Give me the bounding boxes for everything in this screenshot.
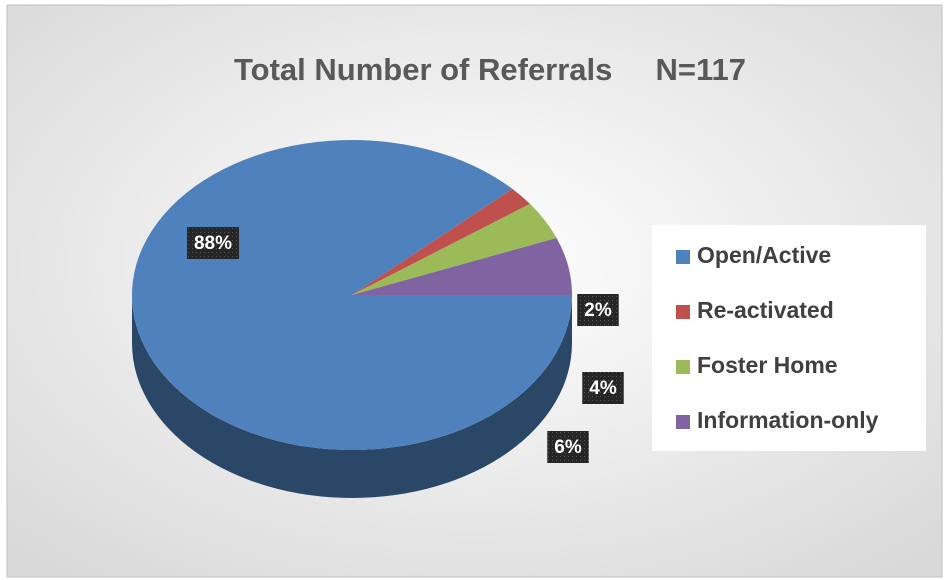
legend-label: Foster Home xyxy=(697,352,838,378)
data-label-box xyxy=(547,431,589,463)
legend-swatch xyxy=(676,360,690,374)
data-label: 88% xyxy=(194,233,232,254)
legend-label: Re-activated xyxy=(697,297,834,323)
data-label-box xyxy=(582,372,624,404)
legend-label: Open/Active xyxy=(697,242,831,268)
data-label: 6% xyxy=(554,437,582,458)
legend-swatch xyxy=(676,250,690,264)
slice-side xyxy=(132,295,572,498)
data-label: 2% xyxy=(584,300,612,321)
legend: Open/Active Re-activated Foster Home Inform… xyxy=(676,242,879,433)
pie-slice xyxy=(352,188,530,295)
legend-label: Information-only xyxy=(697,407,879,433)
legend-swatch xyxy=(676,415,690,429)
pie-slice xyxy=(352,237,572,295)
chart-title: Total Number of Referrals N=117 xyxy=(234,52,746,87)
legend-box xyxy=(652,225,926,451)
legend-swatch xyxy=(676,305,690,319)
data-label: 4% xyxy=(589,378,617,399)
data-label-box xyxy=(186,227,240,259)
data-labels: 88% 2% 4% 6% xyxy=(186,227,624,463)
pie-sides xyxy=(132,295,572,498)
data-label-box xyxy=(577,294,619,326)
pie-slice xyxy=(352,203,557,295)
pie-tops xyxy=(132,139,572,450)
